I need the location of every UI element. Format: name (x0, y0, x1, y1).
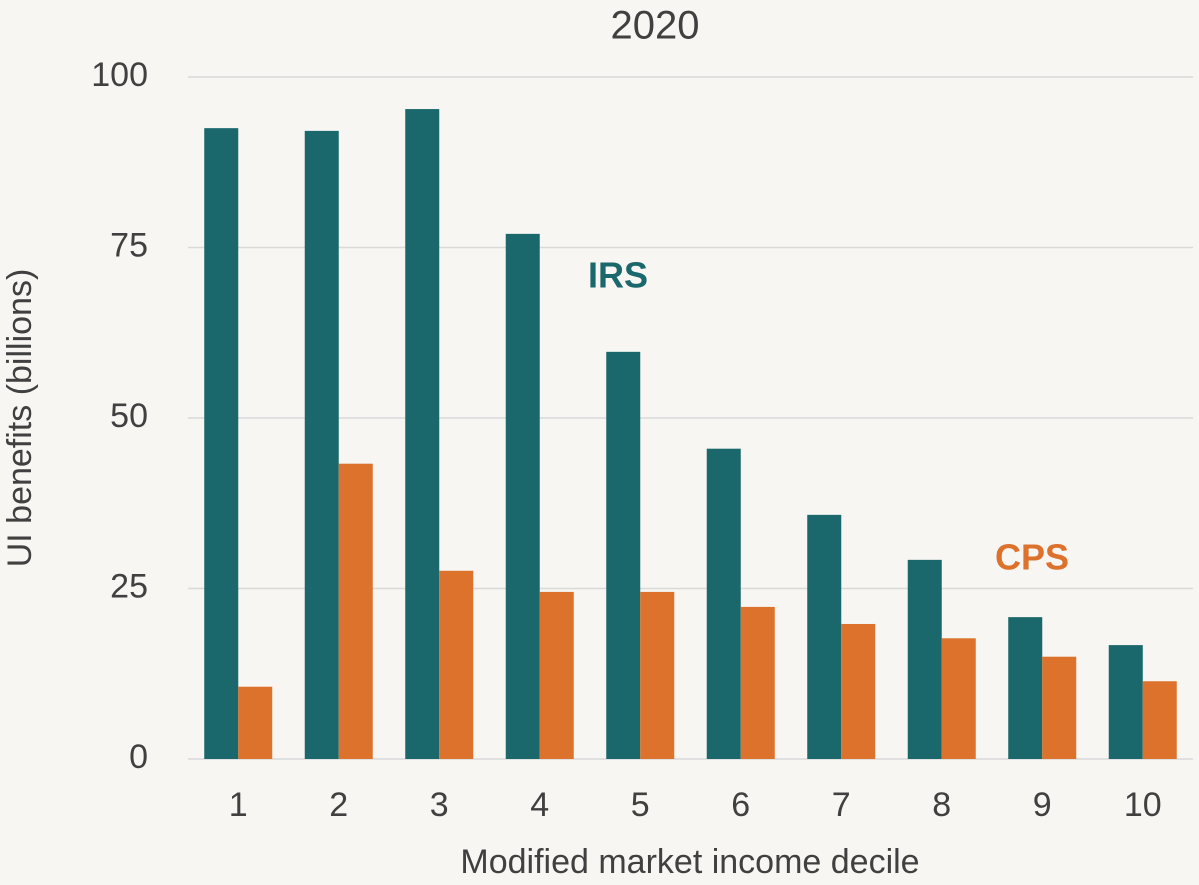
chart-title: 2020 (611, 4, 700, 48)
bar (740, 606, 775, 759)
x-tick-label: 3 (430, 786, 449, 824)
y-tick-label: 0 (129, 738, 148, 776)
x-tick-label: 7 (832, 786, 851, 824)
bar (606, 351, 641, 759)
x-tick-label: 8 (932, 786, 951, 824)
bar (539, 591, 574, 759)
x-tick-label: 4 (530, 786, 549, 824)
bar (405, 109, 440, 759)
x-tick-label: 5 (631, 786, 650, 824)
y-tick-label: 75 (110, 226, 148, 264)
y-axis-label: UI benefits (billions) (1, 269, 39, 568)
bar (1008, 617, 1043, 759)
bar (941, 638, 976, 759)
bar (640, 591, 675, 759)
bar (907, 559, 942, 759)
bar (338, 463, 373, 759)
y-tick-label: 100 (91, 56, 148, 94)
x-tick-label: 10 (1124, 786, 1162, 824)
series-label: IRS (588, 255, 648, 296)
bar (439, 570, 474, 759)
bar (1108, 645, 1143, 759)
bar (204, 128, 239, 759)
bar (1142, 681, 1177, 759)
bar (238, 686, 273, 759)
y-tick-label: 25 (110, 567, 148, 605)
x-tick-label: 9 (1033, 786, 1052, 824)
x-tick-label: 2 (329, 786, 348, 824)
bar (807, 514, 842, 759)
x-axis-label: Modified market income decile (460, 843, 919, 881)
x-tick-label: 1 (229, 786, 248, 824)
y-tick-label: 50 (110, 397, 148, 435)
bar (841, 623, 876, 759)
bar (304, 130, 339, 760)
bar (706, 448, 741, 759)
bar (1042, 656, 1077, 759)
series-label: CPS (995, 537, 1069, 578)
x-tick-label: 6 (731, 786, 750, 824)
bar (505, 233, 540, 760)
